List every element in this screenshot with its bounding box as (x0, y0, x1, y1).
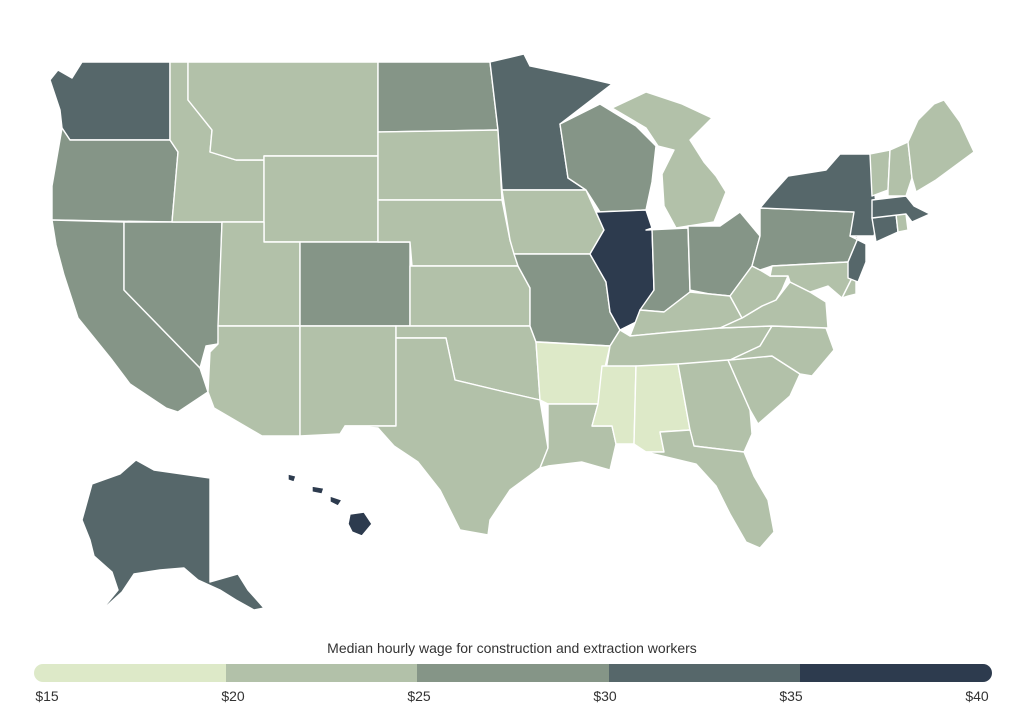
state-wyoming (263, 155, 379, 243)
legend-bin-0 (34, 664, 226, 682)
legend-color-scale (34, 664, 992, 682)
legend-tick-label: $25 (407, 688, 431, 704)
state-wisconsin (559, 103, 657, 213)
state-florida (645, 429, 775, 549)
legend-bin-1 (225, 664, 418, 682)
legend-tick-label: $15 (35, 688, 59, 704)
legend-bin-3 (608, 664, 801, 682)
state-arizona (207, 325, 301, 437)
legend-bin-4 (800, 664, 992, 682)
state-maine (907, 99, 975, 193)
state-north-dakota (377, 61, 499, 133)
legend-title: Median hourly wage for construction and … (327, 640, 697, 656)
legend-bin-2 (417, 664, 609, 682)
legend-tick-label: $20 (221, 688, 245, 704)
state-hawaii (287, 473, 373, 537)
state-michigan (611, 91, 727, 229)
state-kansas (409, 265, 531, 327)
state-massachusetts (871, 195, 931, 223)
legend-tick-label: $40 (965, 688, 989, 704)
state-texas (344, 337, 549, 536)
state-montana (187, 61, 379, 161)
legend-ticks: $15 $20 $25 $30 $35 $40 (0, 688, 1024, 708)
us-map (49, 53, 975, 613)
legend-tick-label: $30 (593, 688, 617, 704)
state-rhode-island (895, 213, 909, 233)
state-oregon (51, 127, 179, 223)
state-south-dakota (377, 129, 503, 201)
state-new-jersey (847, 235, 867, 283)
state-vermont (869, 149, 891, 197)
state-alaska (81, 459, 265, 613)
state-iowa (501, 189, 605, 255)
state-north-carolina (729, 325, 835, 377)
state-new-mexico (299, 325, 397, 437)
state-washington (49, 61, 171, 141)
state-pennsylvania (751, 207, 859, 271)
legend-tick-label: $35 (779, 688, 803, 704)
state-colorado (299, 241, 411, 327)
